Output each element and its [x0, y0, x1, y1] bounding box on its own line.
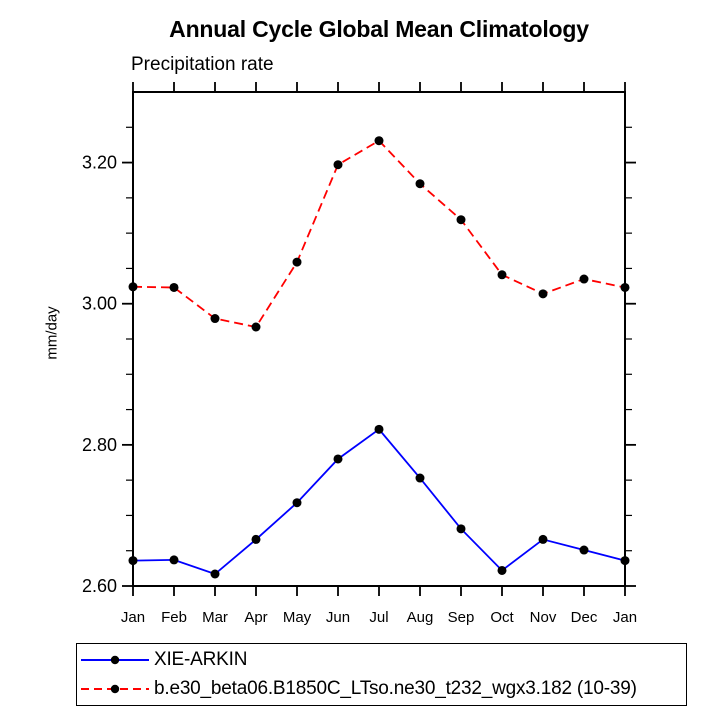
x-tick-label: Oct	[490, 609, 514, 626]
x-tick-label: Jan	[121, 609, 145, 626]
data-point-marker	[333, 454, 343, 464]
data-point-marker	[292, 257, 302, 267]
data-point-marker	[579, 274, 589, 284]
data-point-marker	[538, 289, 548, 299]
data-point-marker	[210, 569, 220, 579]
data-point-marker	[538, 534, 548, 544]
data-point-marker	[210, 314, 220, 324]
x-tick-label: Apr	[244, 609, 267, 626]
x-tick-label: Jan	[613, 609, 637, 626]
x-tick-label: Aug	[407, 609, 434, 626]
data-point-marker	[128, 556, 138, 566]
x-tick-label: Jul	[369, 609, 388, 626]
data-point-marker	[579, 545, 589, 555]
data-point-marker	[128, 282, 138, 292]
data-point-marker	[374, 424, 384, 434]
chart-subtitle: Precipitation rate	[131, 54, 274, 75]
data-point-marker	[415, 473, 425, 483]
chart-title: Annual Cycle Global Mean Climatology	[169, 16, 589, 42]
data-point-marker	[620, 556, 630, 566]
data-point-marker	[333, 160, 343, 170]
legend-item-xie-arkin: XIE-ARKIN	[79, 646, 686, 673]
data-point-marker	[169, 282, 179, 292]
data-point-marker	[374, 136, 384, 146]
data-point-marker	[169, 555, 179, 565]
data-point-marker	[251, 534, 261, 544]
legend: XIE-ARKIN b.e30_beta06.B1850C_LTso.ne30_…	[76, 643, 687, 706]
data-point-marker	[620, 282, 630, 292]
legend-sample-marker-icon	[110, 655, 120, 665]
x-tick-label: Mar	[202, 609, 228, 626]
x-tick-label: Nov	[530, 609, 557, 626]
data-point-marker	[292, 498, 302, 508]
x-tick-label: Jun	[326, 609, 350, 626]
legend-sample-marker-icon	[110, 684, 120, 694]
y-tick-label: 3.20	[82, 153, 117, 173]
x-tick-label: May	[283, 609, 312, 626]
legend-item-model-run: b.e30_beta06.B1850C_LTso.ne30_t232_wgx3.…	[79, 676, 686, 703]
y-tick-label: 2.80	[82, 435, 117, 455]
legend-line-sample-solid	[81, 655, 149, 665]
legend-label-model-run: b.e30_beta06.B1850C_LTso.ne30_t232_wgx3.…	[154, 678, 637, 700]
y-tick-label: 3.00	[82, 294, 117, 314]
data-point-marker	[456, 215, 466, 225]
data-point-marker	[251, 322, 261, 332]
series-line-model-run	[132, 139, 626, 329]
data-point-marker	[456, 524, 466, 534]
y-tick-label: 2.60	[82, 576, 117, 596]
plot-frame	[132, 91, 626, 587]
legend-line-sample-dashed	[81, 684, 149, 694]
series-line-xie-arkin	[132, 428, 626, 576]
data-point-marker	[415, 179, 425, 189]
x-tick-label: Sep	[448, 609, 475, 626]
data-point-marker	[497, 270, 507, 280]
data-point-marker	[497, 565, 507, 575]
plot-area: Jan Feb Mar Apr May Jun Jul Aug Sep Oct Nov Dec Jan2…	[82, 82, 637, 626]
legend-label-xie-arkin: XIE-ARKIN	[154, 648, 248, 670]
x-tick-label: Feb	[161, 609, 187, 626]
x-tick-label: Dec	[571, 609, 598, 626]
